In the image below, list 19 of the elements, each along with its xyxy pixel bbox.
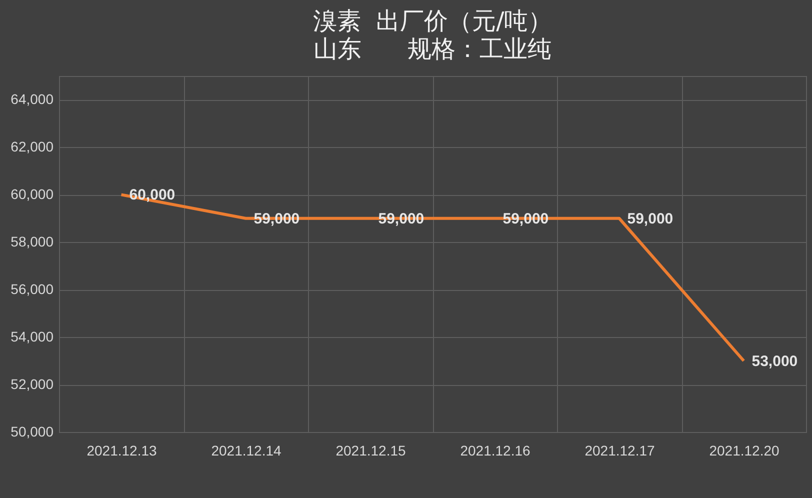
y-tick-label: 60,000 (10, 186, 54, 202)
data-label: 53,000 (752, 352, 798, 370)
y-tick-label: 50,000 (10, 424, 54, 440)
y-tick-label: 62,000 (10, 138, 54, 155)
x-tick-label: 2021.12.13 (86, 442, 157, 458)
x-tick-label: 2021.12.15 (336, 442, 406, 458)
y-tick-label: 58,000 (10, 234, 54, 250)
data-label: 60,000 (129, 186, 176, 204)
data-label: 59,000 (627, 210, 674, 228)
x-tick-label: 2021.12.20 (709, 442, 780, 458)
y-tick-label: 54,000 (10, 328, 54, 345)
y-tick-label: 56,000 (10, 281, 54, 298)
x-tick-label: 2021.12.16 (460, 442, 530, 458)
chart-subtitle: 山东 规格：工业纯 (314, 35, 552, 63)
y-tick-label: 64,000 (10, 91, 54, 108)
x-tick-label: 2021.12.17 (584, 442, 655, 458)
y-tick-label: 52,000 (10, 376, 54, 392)
x-tick-label: 2021.12.14 (211, 442, 282, 458)
chart-title: 溴素 出厂价（元/吨） (312, 7, 552, 35)
